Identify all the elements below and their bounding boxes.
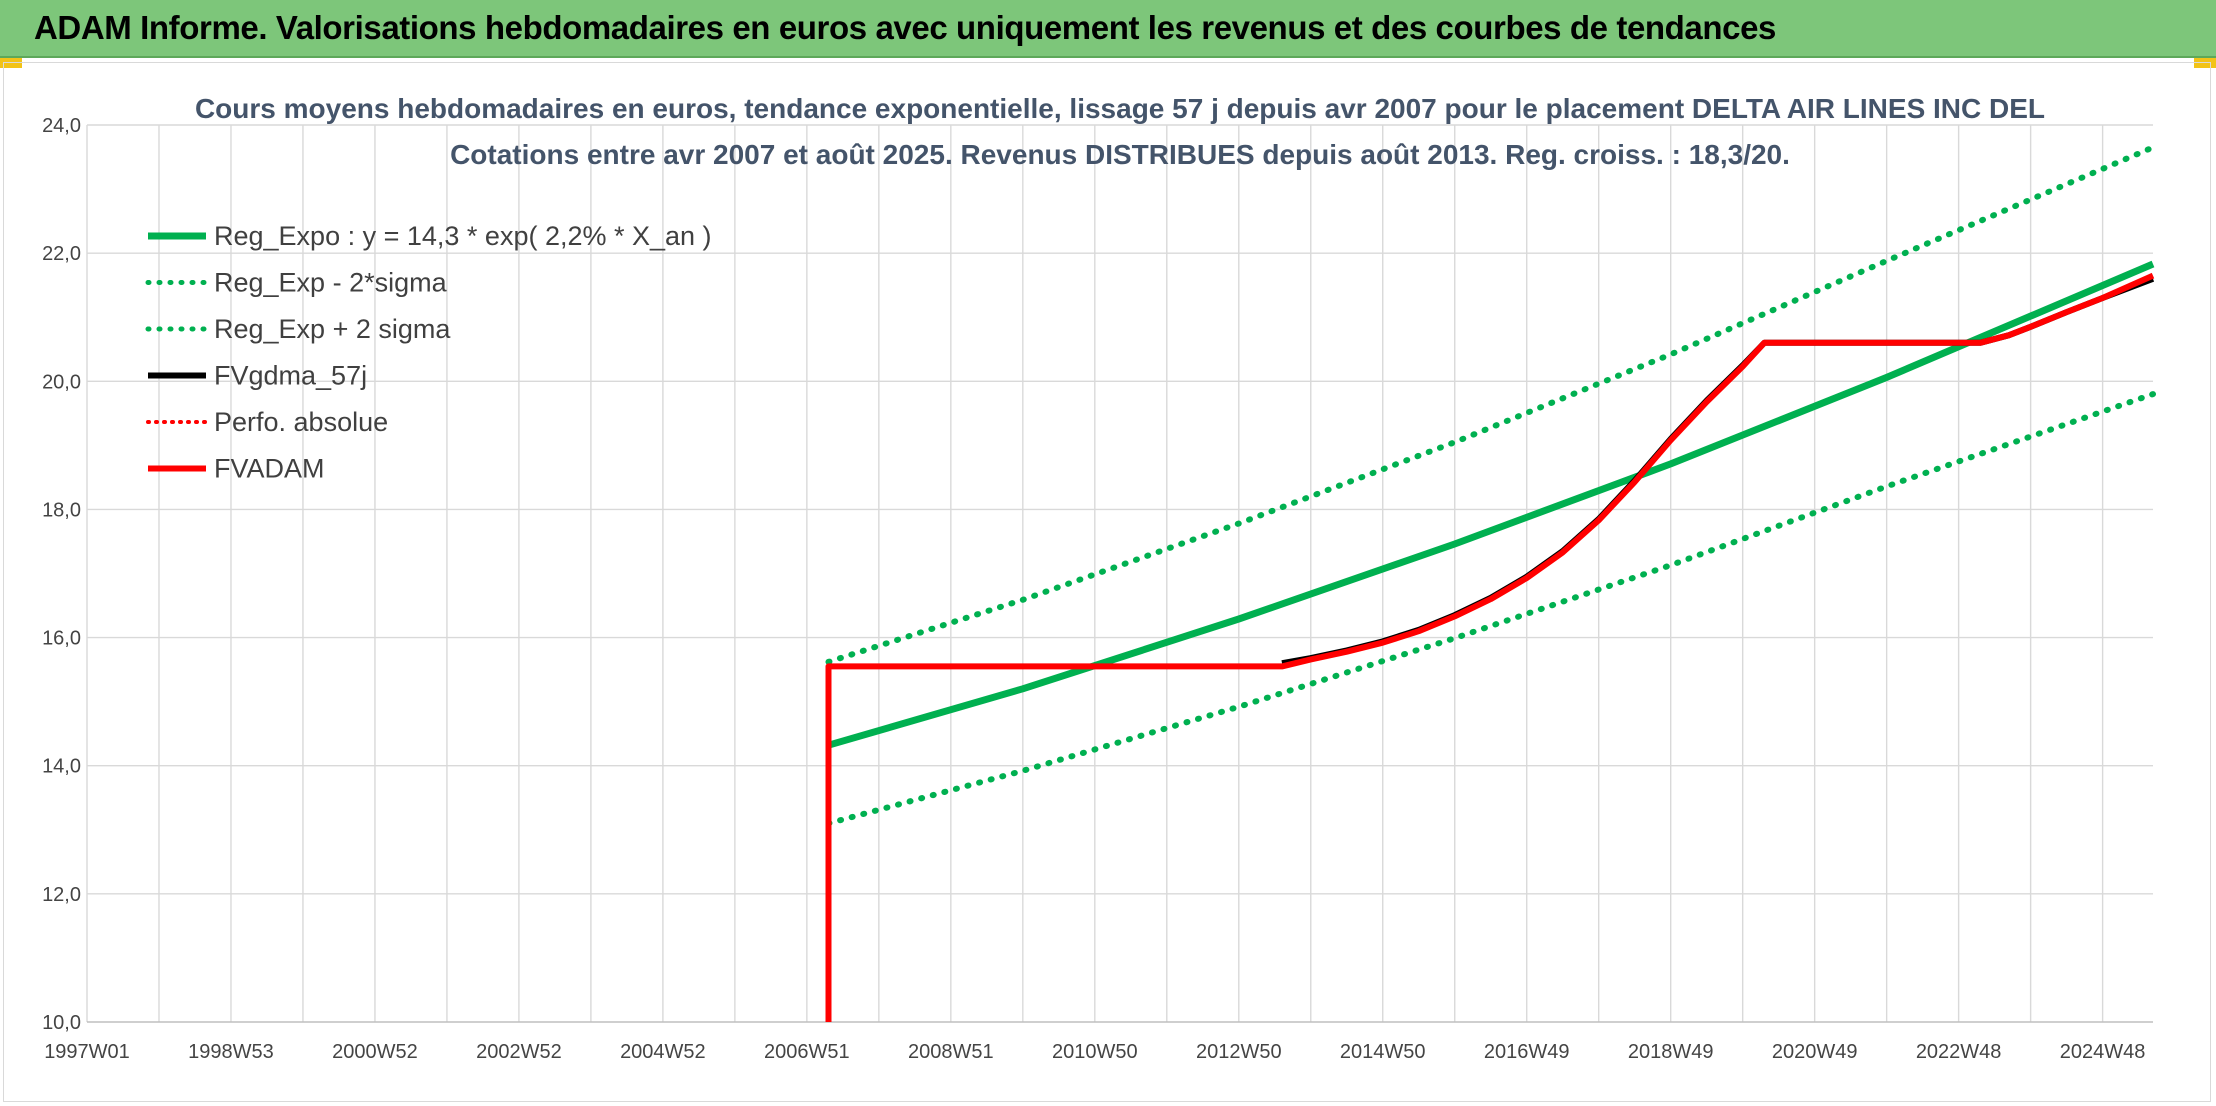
- series-reg-exp-plus-2sigma-line: [825, 144, 2156, 665]
- x-tick-label: 2006W51: [764, 1041, 850, 1063]
- x-tick-label: 2024W48: [2060, 1041, 2146, 1063]
- legend-fvgdma-57j-label: FVgdma_57j: [214, 361, 367, 391]
- x-tick-label: 2016W49: [1484, 1041, 1570, 1063]
- legend-reg-exp-plus-2sigma-label: Reg_Exp + 2 sigma: [214, 314, 451, 344]
- chart-frame: [3, 62, 2211, 1102]
- y-tick-label: 14,0: [42, 756, 81, 778]
- chart-subtitle: Cotations entre avr 2007 et août 2025. R…: [450, 139, 1790, 170]
- legend: Reg_Expo : y = 14,3 * exp( 2,2% * X_an )…: [145, 221, 712, 484]
- y-tick-label: 16,0: [42, 628, 81, 650]
- x-tick-label: 2004W52: [620, 1041, 706, 1063]
- x-tick-label: 1997W01: [44, 1041, 130, 1063]
- series-reg-exp-minus-2sigma-line: [825, 391, 2156, 827]
- report-banner: ADAM Informe. Valorisations hebdomadaire…: [0, 0, 2216, 58]
- chart-title: Cours moyens hebdomadaires en euros, ten…: [195, 93, 2045, 124]
- x-tick-label: 2000W52: [332, 1041, 418, 1063]
- y-tick-label: 18,0: [42, 499, 81, 521]
- x-tick-label: 2012W50: [1196, 1041, 1282, 1063]
- corner-marker-right: [2194, 58, 2216, 68]
- series: [825, 144, 2156, 1022]
- series-fvadam-line: [825, 272, 2155, 1022]
- legend-reg-expo-label: Reg_Expo : y = 14,3 * exp( 2,2% * X_an ): [214, 221, 712, 251]
- x-tick-label: 2014W50: [1340, 1041, 1426, 1063]
- y-tick-label: 24,0: [42, 115, 81, 137]
- x-tick-labels: 1997W01 1998W53 2000W52 2002W52 2004W52 2006W…: [44, 1041, 2145, 1063]
- y-tick-label: 20,0: [42, 371, 81, 393]
- chart-titles: Cours moyens hebdomadaires en euros, ten…: [195, 93, 2045, 170]
- y-tick-labels: 10,0 12,0 14,0 16,0 18,0 20,0 22,0 24,0: [42, 115, 81, 1034]
- legend-reg-exp-minus-2sigma-label: Reg_Exp - 2*sigma: [214, 268, 448, 298]
- legend-fvadam-label: FVADAM: [214, 454, 325, 484]
- grid: [86, 124, 2153, 1022]
- x-tick-label: 2002W52: [476, 1041, 562, 1063]
- x-tick-label: 2022W48: [1916, 1041, 2002, 1063]
- y-tick-label: 12,0: [42, 884, 81, 906]
- x-tick-label: 2010W50: [1052, 1041, 1138, 1063]
- x-tick-label: 2008W51: [908, 1041, 994, 1063]
- legend-perfo-absolue-label: Perfo. absolue: [214, 407, 388, 437]
- x-tick-label: 2018W49: [1628, 1041, 1714, 1063]
- x-tick-label: 1998W53: [188, 1041, 274, 1063]
- corner-marker-left: [0, 58, 22, 68]
- report-title: ADAM Informe. Valorisations hebdomadaire…: [34, 9, 1776, 46]
- y-tick-label: 22,0: [42, 243, 81, 265]
- x-tick-label: 2020W49: [1772, 1041, 1858, 1063]
- series-reg-expo-line: [827, 260, 2155, 749]
- y-tick-label: 10,0: [42, 1012, 81, 1034]
